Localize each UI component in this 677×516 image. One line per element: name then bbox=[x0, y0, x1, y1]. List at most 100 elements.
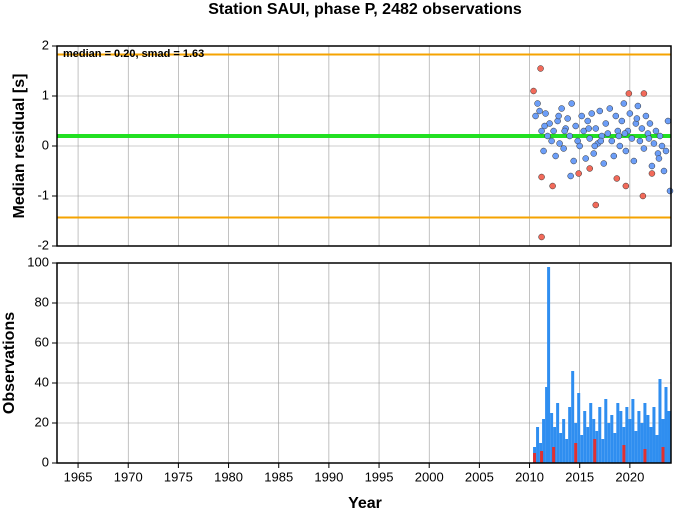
bar bbox=[658, 379, 662, 463]
point bbox=[633, 115, 641, 122]
point bbox=[567, 172, 574, 180]
bar bbox=[661, 419, 665, 463]
point bbox=[612, 112, 620, 120]
point bbox=[560, 145, 567, 152]
x-tick-label: 1985 bbox=[264, 469, 293, 484]
point bbox=[542, 110, 549, 117]
point bbox=[636, 137, 644, 145]
point bbox=[575, 170, 582, 177]
point bbox=[561, 127, 568, 135]
bar bbox=[540, 451, 544, 463]
point bbox=[541, 122, 548, 130]
point bbox=[600, 160, 608, 167]
point bbox=[646, 120, 654, 127]
bar bbox=[601, 439, 605, 463]
x-axis-label: Year bbox=[348, 495, 382, 511]
point bbox=[656, 132, 664, 140]
x-tick-label: 2000 bbox=[415, 469, 444, 484]
x-tick-label: 2010 bbox=[515, 469, 544, 484]
x-tick-label: 2005 bbox=[465, 469, 494, 484]
point bbox=[655, 155, 663, 162]
point bbox=[532, 112, 539, 120]
bar bbox=[589, 403, 593, 463]
point bbox=[626, 110, 634, 117]
y-tick-label: 0 bbox=[42, 454, 49, 469]
point bbox=[538, 233, 545, 241]
y-tick-label: 100 bbox=[27, 254, 49, 269]
point bbox=[576, 142, 583, 150]
bar bbox=[583, 411, 587, 463]
bar bbox=[628, 419, 632, 463]
chart-title: Station SAUI, phase P, 2482 observations bbox=[208, 1, 522, 18]
bar bbox=[536, 427, 540, 463]
bar bbox=[580, 435, 584, 463]
bar bbox=[610, 415, 614, 463]
point bbox=[652, 127, 660, 135]
bar bbox=[547, 267, 551, 463]
point bbox=[538, 127, 545, 135]
point bbox=[544, 132, 551, 140]
x-tick-label: 1980 bbox=[214, 469, 243, 484]
point bbox=[645, 135, 653, 142]
point bbox=[592, 125, 600, 132]
bar bbox=[593, 439, 597, 463]
point bbox=[650, 140, 658, 147]
bar bbox=[545, 387, 549, 463]
point bbox=[640, 90, 648, 97]
point bbox=[596, 107, 604, 115]
bar bbox=[565, 439, 569, 463]
point bbox=[610, 152, 618, 160]
bar bbox=[643, 449, 647, 463]
point bbox=[642, 112, 650, 120]
bar bbox=[607, 423, 611, 463]
x-tick-label: 1965 bbox=[64, 469, 93, 484]
y-tick-label: 2 bbox=[42, 37, 49, 52]
point bbox=[613, 175, 621, 182]
point bbox=[591, 142, 599, 150]
point bbox=[660, 167, 668, 175]
point bbox=[592, 201, 600, 209]
bar bbox=[649, 427, 653, 463]
bar bbox=[613, 433, 617, 463]
bar bbox=[595, 431, 599, 463]
bar bbox=[552, 447, 556, 463]
y-tick-label: 20 bbox=[35, 414, 49, 429]
plot-frame bbox=[56, 45, 672, 247]
point bbox=[572, 122, 579, 130]
point bbox=[552, 152, 559, 160]
x-tick-label: 2020 bbox=[615, 469, 644, 484]
y-tick-label: 1 bbox=[42, 87, 49, 102]
point bbox=[537, 65, 544, 72]
point bbox=[586, 165, 593, 172]
point bbox=[666, 187, 674, 195]
point bbox=[534, 100, 541, 107]
point bbox=[568, 100, 575, 107]
bar bbox=[562, 419, 566, 463]
bar bbox=[652, 407, 656, 463]
point bbox=[586, 135, 593, 142]
bar bbox=[533, 453, 537, 463]
point bbox=[606, 105, 614, 112]
point bbox=[536, 107, 543, 115]
point bbox=[630, 157, 638, 165]
y-tick-label: 40 bbox=[35, 374, 49, 389]
bar bbox=[622, 445, 626, 463]
y-tick-label: 0 bbox=[42, 137, 49, 152]
bar bbox=[616, 403, 620, 463]
y-tick-label: 60 bbox=[35, 334, 49, 349]
point bbox=[639, 192, 647, 200]
point bbox=[625, 90, 633, 97]
point bbox=[648, 162, 656, 170]
point bbox=[582, 155, 589, 162]
bar bbox=[646, 415, 650, 463]
point bbox=[548, 137, 555, 145]
point bbox=[622, 182, 630, 190]
plot-frame bbox=[56, 262, 672, 464]
bar bbox=[637, 411, 641, 463]
bar bbox=[568, 407, 572, 463]
point bbox=[608, 137, 616, 145]
bar bbox=[550, 413, 554, 463]
point bbox=[550, 127, 557, 135]
bar bbox=[661, 447, 665, 463]
